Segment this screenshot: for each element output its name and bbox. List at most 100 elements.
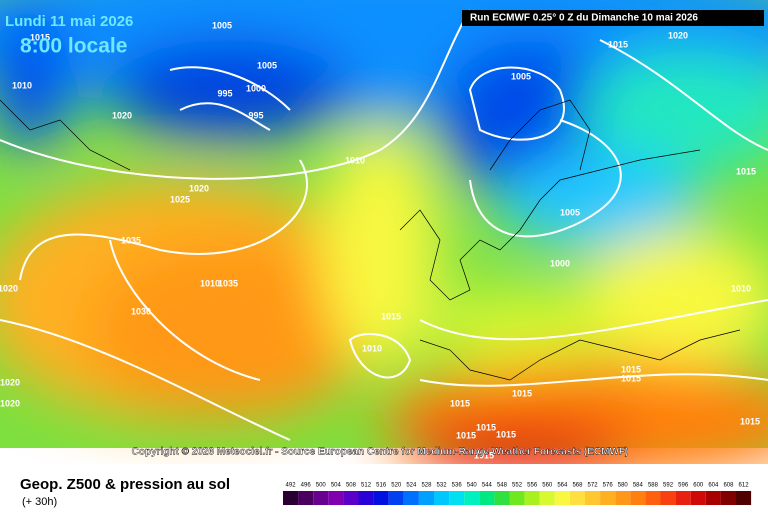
scale-label: 604 [708, 483, 719, 489]
isobar-label: 1015 [736, 166, 756, 176]
scale-cell [403, 491, 419, 505]
isobar-label: 1020 [112, 110, 132, 120]
scale-label: 532 [437, 483, 448, 489]
scale-label: 520 [391, 483, 402, 489]
scale-cell [690, 491, 706, 505]
isobar-label: 1020 [0, 377, 20, 387]
scale-cell [509, 491, 525, 505]
scale-label: 540 [467, 483, 478, 489]
isobar-label: 1005 [511, 71, 531, 81]
isobar-label: 1015 [474, 450, 494, 460]
scale-label: 528 [421, 483, 432, 489]
isobar-label: 1015 [740, 416, 760, 426]
scale-cell [569, 491, 585, 505]
scale-cell [328, 491, 344, 505]
scale-cell [434, 491, 450, 505]
scale-cell [705, 491, 721, 505]
field [0, 0, 768, 480]
run-box [462, 10, 764, 26]
footer-title: Geop. Z500 & pression au sol [20, 476, 230, 493]
scale-label: 524 [406, 483, 417, 489]
isobar-label: 1005 [560, 207, 580, 217]
scale-cell [449, 491, 465, 505]
scale-label: 492 [286, 483, 297, 489]
footer-lead: (+ 30h) [22, 496, 57, 508]
scale-label: 548 [497, 483, 508, 489]
isobar-label: 1020 [0, 283, 18, 293]
isobar-label: 1010 [731, 283, 751, 293]
isobar-label: 1015 [621, 364, 641, 374]
scale-cell [615, 491, 631, 505]
isobar-label: 1015 [512, 388, 532, 398]
isobar-label: 1015 [450, 398, 470, 408]
scale-cell [298, 491, 314, 505]
isobar-label: 1015 [608, 39, 628, 49]
scale-label: 564 [557, 483, 568, 489]
scale-cell [720, 491, 736, 505]
isobar-label: 1000 [246, 83, 266, 93]
scale-label: 508 [346, 483, 357, 489]
isobar-label: 1000 [550, 258, 570, 268]
copyright: Copyright © 2026 Meteociel.fr - Source E… [132, 447, 629, 458]
scale-label: 596 [678, 483, 689, 489]
scale-label: 536 [452, 483, 463, 489]
scale-label: 572 [588, 483, 599, 489]
isobar-label: 1035 [121, 235, 141, 245]
isobar-label: 1005 [257, 60, 277, 70]
scale-cell [524, 491, 540, 505]
isobar-label: 1020 [668, 30, 688, 40]
isobar-label: 1025 [170, 194, 190, 204]
scale-cell [373, 491, 389, 505]
scale-label: 608 [723, 483, 734, 489]
isobar-label: 995 [248, 110, 263, 120]
isobar-label: 1010 [362, 343, 382, 353]
scale-label: 544 [482, 483, 493, 489]
scale-label: 512 [361, 483, 372, 489]
scale-cell [313, 491, 329, 505]
isobar-label: 1010 [200, 278, 220, 288]
isobar-label: 995 [217, 88, 232, 98]
scale-label: 580 [618, 483, 629, 489]
run-info: Run ECMWF 0.25° 0 Z du Dimanche 10 mai 2… [470, 13, 698, 24]
scale-cell [388, 491, 404, 505]
scale-cell [283, 491, 299, 505]
scale-label: 560 [542, 483, 553, 489]
isobar-label: 1020 [189, 183, 209, 193]
isobar-label: 1010 [345, 155, 365, 165]
isobar-label: 1015 [496, 429, 516, 439]
scale-cell [554, 491, 570, 505]
scale-cell [630, 491, 646, 505]
scale-label: 496 [301, 483, 312, 489]
scale-cell [539, 491, 555, 505]
scale-cell [675, 491, 691, 505]
isobar-label: 1015 [456, 430, 476, 440]
scale-label: 556 [527, 483, 538, 489]
scale-cell [418, 491, 434, 505]
scale-cell [660, 491, 676, 505]
scale-label: 592 [663, 483, 674, 489]
isobar-label: 1005 [212, 20, 232, 30]
isobar-label: 1010 [12, 80, 32, 90]
date: Lundi 11 mai 2026 [5, 13, 133, 30]
isobar-label: 1015 [476, 422, 496, 432]
isobar-label: 1015 [621, 373, 641, 383]
scale-label: 576 [603, 483, 614, 489]
scale-label: 568 [572, 483, 583, 489]
scale-cell [464, 491, 480, 505]
scale-cell [358, 491, 374, 505]
scale-label: 584 [633, 483, 644, 489]
scale-cell [494, 491, 510, 505]
scale-label: 504 [331, 483, 342, 489]
scale-cell [343, 491, 359, 505]
time: 8:00 locale [20, 35, 127, 58]
isobar-label: 1020 [0, 398, 20, 408]
scale-cell [600, 491, 616, 505]
scale-cell [736, 491, 752, 505]
isobar-label: 1015 [381, 311, 401, 321]
scale-label: 516 [376, 483, 387, 489]
scale-cell [645, 491, 661, 505]
scale-cell [585, 491, 601, 505]
isobar-label: 1035 [218, 278, 238, 288]
scale-label: 612 [739, 483, 750, 489]
scale-cell [479, 491, 495, 505]
